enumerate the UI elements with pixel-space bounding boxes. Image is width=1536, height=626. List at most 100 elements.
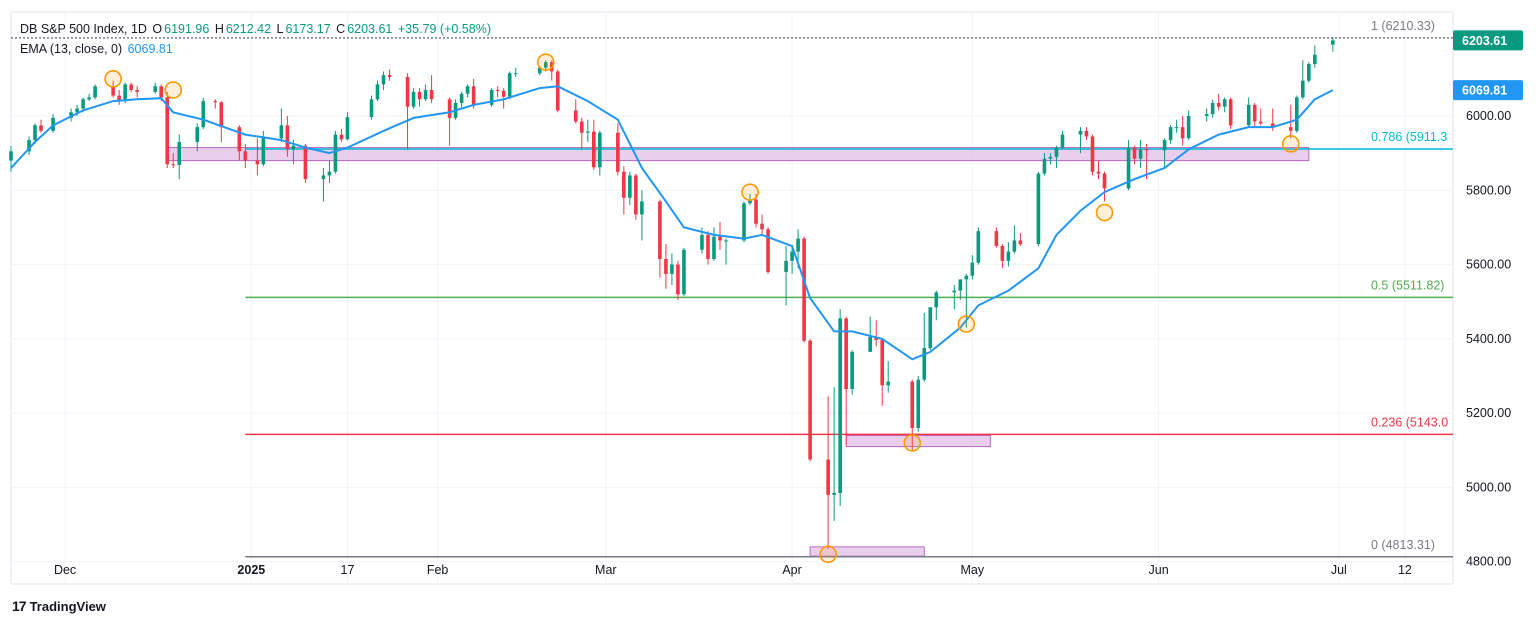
candle-body[interactable] xyxy=(411,91,416,107)
candle-body[interactable] xyxy=(327,171,332,176)
price-axis[interactable]: 4800.00 5000.00 5200.00 5400.00 5600.00 5800.… xyxy=(1466,109,1511,569)
candle-body[interactable] xyxy=(964,275,969,280)
candle-body[interactable] xyxy=(111,86,115,96)
candle-body[interactable] xyxy=(1246,104,1251,126)
candle-body[interactable] xyxy=(255,160,260,165)
candle-body[interactable] xyxy=(1168,127,1173,141)
candle-body[interactable] xyxy=(123,84,127,102)
candle-body[interactable] xyxy=(135,90,139,92)
candle-body[interactable] xyxy=(1042,158,1047,174)
candle-body[interactable] xyxy=(886,381,891,386)
candle-body[interactable] xyxy=(1222,99,1227,107)
candle-body[interactable] xyxy=(1006,251,1011,261)
candle-body[interactable] xyxy=(850,351,854,389)
candle-body[interactable] xyxy=(573,110,578,122)
candle-body[interactable] xyxy=(429,90,434,100)
candle-body[interactable] xyxy=(513,73,518,75)
candle-body[interactable] xyxy=(1144,149,1149,151)
candle-body[interactable] xyxy=(748,199,752,204)
candle-body[interactable] xyxy=(970,262,975,276)
candle-body[interactable] xyxy=(1036,173,1041,245)
candle-body[interactable] xyxy=(495,90,500,91)
candle-body[interactable] xyxy=(321,175,326,180)
candle-body[interactable] xyxy=(802,238,806,341)
candle-body[interactable] xyxy=(700,234,704,250)
time-axis[interactable]: Dec 2025 17 Feb Mar Apr May Jun Jul 12 xyxy=(54,563,1412,577)
candle-body[interactable] xyxy=(345,117,350,140)
legend-symbol[interactable]: DB S&P 500 Index, 1D xyxy=(20,22,147,36)
candle-body[interactable] xyxy=(93,86,97,98)
candle-body[interactable] xyxy=(405,77,410,107)
candle-body[interactable] xyxy=(279,125,284,139)
candle-body[interactable] xyxy=(81,99,85,109)
candle-body[interactable] xyxy=(958,279,963,291)
candle-body[interactable] xyxy=(459,93,464,103)
candle-body[interactable] xyxy=(87,97,91,100)
candle-body[interactable] xyxy=(1084,130,1089,137)
candle-body[interactable] xyxy=(1270,123,1275,128)
candle-body[interactable] xyxy=(219,102,224,128)
candle-body[interactable] xyxy=(832,493,836,495)
candle-body[interactable] xyxy=(928,307,933,349)
candle-body[interactable] xyxy=(1054,147,1059,157)
candle-body[interactable] xyxy=(922,348,927,380)
candle-body[interactable] xyxy=(742,203,746,241)
candle-body[interactable] xyxy=(796,238,800,252)
candle-body[interactable] xyxy=(165,97,170,165)
candle-body[interactable] xyxy=(117,95,121,102)
candle-body[interactable] xyxy=(1228,99,1233,126)
candle-body[interactable] xyxy=(333,134,338,172)
candle-body[interactable] xyxy=(1306,64,1311,81)
candle-body[interactable] xyxy=(1252,104,1257,122)
candle-body[interactable] xyxy=(489,90,494,105)
candle-body[interactable] xyxy=(1126,147,1131,189)
candle-body[interactable] xyxy=(1018,240,1023,245)
candle-body[interactable] xyxy=(1096,171,1101,174)
candle-body[interactable] xyxy=(465,86,470,94)
candle-body[interactable] xyxy=(129,84,133,90)
candle-body[interactable] xyxy=(670,264,674,274)
candle-body[interactable] xyxy=(1138,149,1143,159)
candle-body[interactable] xyxy=(1000,246,1005,261)
candle-body[interactable] xyxy=(1048,156,1053,159)
candle-body[interactable] xyxy=(1204,114,1209,116)
candle-body[interactable] xyxy=(537,67,542,74)
candle-body[interactable] xyxy=(724,240,728,242)
candle-body[interactable] xyxy=(75,108,79,113)
candle-body[interactable] xyxy=(910,381,915,428)
candle-body[interactable] xyxy=(1132,147,1137,159)
candle-body[interactable] xyxy=(1078,130,1083,135)
legend-ema-label[interactable]: EMA (13, close, 0) xyxy=(20,42,123,56)
candle-body[interactable] xyxy=(1294,97,1299,131)
candle-body[interactable] xyxy=(1174,127,1179,129)
candle-body[interactable] xyxy=(826,459,830,495)
candle-body[interactable] xyxy=(712,236,716,259)
candle-body[interactable] xyxy=(303,145,308,180)
candle-body[interactable] xyxy=(790,251,794,261)
candle-body[interactable] xyxy=(171,164,176,166)
candle-body[interactable] xyxy=(934,292,939,308)
tradingview-brand[interactable]: 17 TradingView xyxy=(12,598,106,614)
candle-body[interactable] xyxy=(664,259,668,274)
candle-body[interactable] xyxy=(766,229,770,272)
candle-body[interactable] xyxy=(808,340,812,460)
candle-body[interactable] xyxy=(153,86,158,92)
candle-body[interactable] xyxy=(658,201,662,259)
candle-body[interactable] xyxy=(381,75,386,85)
candle-body[interactable] xyxy=(201,101,206,128)
candle-body[interactable] xyxy=(555,71,560,111)
candle-body[interactable] xyxy=(213,101,218,103)
candle-body[interactable] xyxy=(1313,54,1317,64)
candle-body[interactable] xyxy=(177,142,182,166)
candle-body[interactable] xyxy=(976,231,981,263)
candle-body[interactable] xyxy=(994,231,999,246)
candle-body[interactable] xyxy=(868,337,872,352)
candle-body[interactable] xyxy=(369,99,374,118)
candle-body[interactable] xyxy=(417,91,422,100)
candle-body[interactable] xyxy=(952,290,957,293)
candle-body[interactable] xyxy=(760,223,764,230)
candle-body[interactable] xyxy=(1300,80,1305,98)
candles[interactable] xyxy=(9,37,1335,549)
candle-body[interactable] xyxy=(507,73,512,97)
candle-body[interactable] xyxy=(1012,240,1017,252)
